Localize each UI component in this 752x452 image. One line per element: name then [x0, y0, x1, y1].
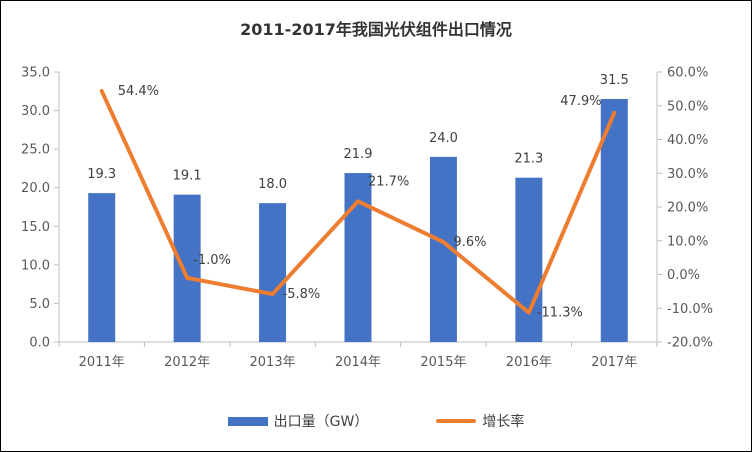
bar [600, 99, 628, 342]
line-data-label: 54.4% [118, 84, 159, 99]
bar-data-label: 31.5 [600, 73, 629, 88]
line-data-label: -1.0% [193, 253, 231, 268]
legend-item-export: 出口量（GW） [227, 411, 369, 431]
legend-swatch-line [436, 419, 477, 423]
y-right-tick-label: 50.0% [667, 99, 708, 114]
y-left-tick-label: 10.0 [21, 258, 50, 273]
y-right-tick-label: -10.0% [667, 302, 713, 317]
y-left-tick-label: 20.0 [21, 181, 50, 196]
bar [88, 193, 116, 342]
legend-item-growth: 增长率 [436, 411, 524, 431]
bar-data-label: 19.1 [173, 169, 202, 184]
y-right-tick-label: 20.0% [667, 201, 708, 216]
y-left-tick-label: 35.0 [21, 66, 50, 81]
x-tick-label: 2014年 [335, 355, 381, 370]
line-data-label: -5.8% [283, 287, 321, 302]
line-data-label: 21.7% [368, 174, 409, 189]
y-right-tick-label: 0.0% [667, 268, 700, 283]
line-data-label: 47.9% [560, 94, 601, 109]
growth-line [99, 88, 617, 315]
bar-data-label: 21.3 [514, 152, 543, 167]
chart-title: 2011-2017年我国光伏组件出口情况 [240, 20, 512, 39]
chart-legend: 出口量（GW） 增长率 [0, 411, 752, 431]
x-tick-label: 2012年 [164, 355, 210, 370]
x-tick-label: 2015年 [420, 355, 466, 370]
legend-label-growth: 增长率 [482, 414, 525, 430]
y-right-tick-label: 10.0% [667, 234, 708, 249]
y-left-tick-label: 15.0 [21, 220, 50, 235]
x-tick-label: 2011年 [79, 355, 125, 370]
line-data-label: 9.6% [453, 235, 486, 250]
y-left-tick-label: 5.0 [29, 297, 50, 312]
x-tick-label: 2017年 [591, 355, 637, 370]
line-data-label: -11.3% [537, 306, 583, 321]
bar [259, 203, 287, 342]
y-left-tick-label: 25.0 [21, 143, 50, 158]
y-right-tick-label: 60.0% [667, 66, 708, 81]
bar-data-label: 21.9 [344, 147, 373, 162]
x-tick-label: 2016年 [506, 355, 552, 370]
legend-swatch-bar [227, 416, 268, 426]
legend-label-export: 出口量（GW） [273, 414, 369, 430]
y-right-tick-label: 40.0% [667, 133, 708, 148]
y-left-tick-label: 30.0 [21, 104, 50, 119]
bar-data-label: 19.3 [87, 167, 116, 182]
y-right-tick-label: 30.0% [667, 167, 708, 182]
bar-data-label: 18.0 [258, 177, 287, 192]
y-right-tick-label: -20.0% [667, 336, 713, 351]
bar-data-label: 24.0 [429, 131, 458, 146]
bar [173, 194, 201, 342]
bar [344, 173, 372, 342]
x-tick-label: 2013年 [250, 355, 296, 370]
y-left-tick-label: 0.0 [29, 336, 50, 351]
